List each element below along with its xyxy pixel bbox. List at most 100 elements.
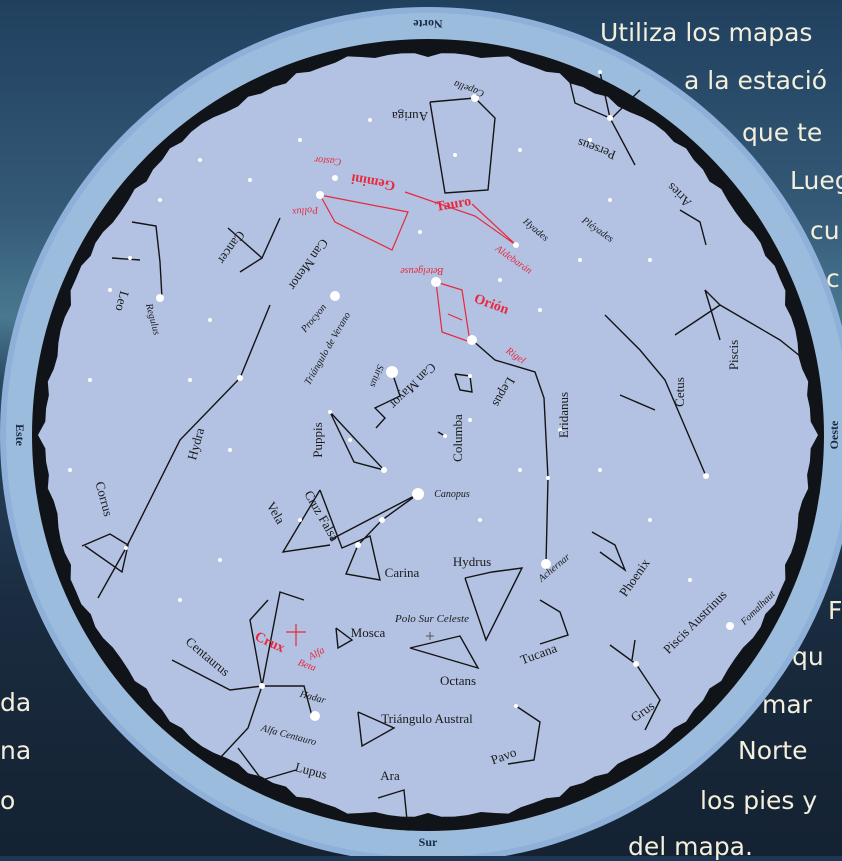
star — [471, 94, 479, 102]
constellation-line — [237, 747, 297, 781]
star — [355, 542, 361, 548]
star — [158, 198, 162, 202]
constellation-line — [373, 371, 401, 429]
star — [379, 517, 385, 523]
star — [298, 518, 302, 522]
constellation-line — [679, 209, 707, 246]
star — [431, 277, 441, 287]
star — [368, 118, 372, 122]
constellation-line — [609, 644, 661, 731]
star — [726, 622, 734, 630]
text-line: Lueg — [790, 166, 842, 195]
constellation-label: Cetus — [672, 377, 687, 407]
constellation-line — [329, 411, 387, 472]
constellation-label: Ara — [380, 768, 400, 783]
star — [514, 704, 518, 708]
constellation-lines — [81, 71, 806, 831]
constellation-line — [471, 339, 549, 565]
constellation-line — [631, 639, 636, 661]
constellation-label: Carina — [385, 565, 420, 580]
star — [578, 258, 582, 262]
star — [558, 428, 562, 432]
constellation-line — [239, 257, 263, 273]
constellation-line — [611, 89, 641, 119]
text-line: na — [0, 736, 32, 765]
star — [124, 546, 128, 550]
star-label: Castor — [314, 154, 342, 167]
star — [703, 473, 709, 479]
star — [443, 434, 447, 438]
text-line: o — [0, 786, 16, 815]
text-line: del mapa. — [628, 832, 753, 861]
constellation-line — [262, 685, 313, 717]
constellation-line — [704, 289, 721, 341]
text-line: los pies y — [700, 786, 818, 815]
text-line: c — [826, 264, 840, 293]
constellation-line — [357, 711, 396, 748]
star — [248, 178, 252, 182]
star — [188, 378, 192, 382]
star — [608, 198, 612, 202]
constellation-label: Eridanus — [556, 392, 571, 438]
constellation-line — [591, 531, 627, 572]
constellation-label: Hydrus — [453, 554, 491, 569]
star — [328, 410, 332, 414]
text-line: que te — [742, 118, 823, 147]
pole-marker — [426, 632, 434, 640]
star — [541, 559, 551, 569]
constellation-line — [111, 257, 141, 261]
constellation-line — [464, 567, 524, 642]
star — [467, 335, 477, 345]
star — [648, 258, 652, 262]
cardinal-east: Este — [13, 424, 27, 447]
constellation-label: Mosca — [351, 625, 386, 640]
star — [108, 288, 112, 292]
constellation-label: Octans — [440, 673, 476, 688]
constellation-line — [539, 599, 569, 645]
star — [648, 518, 652, 522]
south-celestial-pole-label: Polo Sur Celeste — [394, 613, 469, 625]
constellation-label: Auriga — [392, 109, 428, 124]
star-dots — [68, 70, 734, 721]
constellation-line — [261, 591, 305, 687]
constellation-line — [599, 71, 611, 119]
constellation-line — [674, 304, 806, 361]
constellation-label: Leo — [112, 289, 132, 312]
cardinal-north: Norte — [413, 17, 443, 31]
star — [538, 308, 542, 312]
star — [518, 468, 522, 472]
text-line: Utiliza los mapas — [600, 18, 813, 47]
constellation-line — [369, 789, 409, 831]
star — [688, 578, 692, 582]
highlight-line — [319, 194, 409, 251]
constellation-line — [329, 493, 419, 541]
star — [128, 256, 132, 260]
constellation-line — [335, 627, 354, 650]
star — [348, 438, 352, 442]
cardinal-west: Oeste — [827, 420, 841, 449]
constellation-line — [131, 221, 163, 299]
constellation-line — [281, 489, 331, 553]
constellation-line — [249, 599, 269, 687]
star — [598, 70, 602, 74]
star — [418, 230, 422, 234]
star — [453, 153, 457, 157]
constellation-label: Puppis — [310, 422, 325, 457]
star — [633, 661, 639, 667]
constellation-line — [454, 373, 473, 393]
constellation-line — [81, 533, 129, 574]
constellation-label: Piscis — [726, 340, 741, 370]
star — [88, 378, 92, 382]
star — [316, 191, 324, 199]
star — [298, 138, 302, 142]
cardinal-south: Sur — [419, 835, 438, 849]
star — [513, 242, 519, 248]
star-label: Canopus — [434, 489, 470, 500]
star — [607, 115, 613, 121]
text-line: F — [828, 596, 842, 625]
highlight-line — [447, 313, 463, 321]
text-line: cu — [810, 216, 840, 245]
constellation-line — [619, 394, 656, 411]
constellation-line — [219, 685, 263, 759]
